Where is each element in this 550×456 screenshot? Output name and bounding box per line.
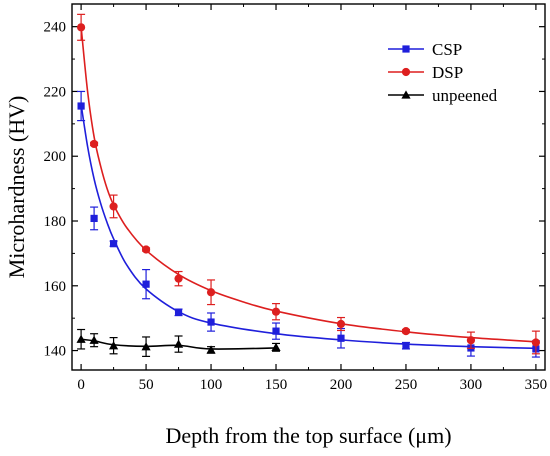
data-point-unpeened	[141, 342, 151, 351]
data-point-dsp	[89, 139, 99, 149]
legend-marker-dsp	[401, 67, 411, 77]
data-point-csp	[174, 308, 183, 316]
data-point-unpeened	[108, 341, 119, 350]
y-tick-label: 200	[44, 149, 67, 165]
data-point-dsp	[466, 336, 476, 345]
y-tick-label: 240	[44, 20, 67, 36]
data-point-csp	[402, 342, 410, 350]
data-point-unpeened	[76, 334, 86, 343]
fit-curve-csp	[80, 104, 536, 350]
x-axis-label: Depth from the top surface (μm)	[165, 423, 451, 448]
data-point-dsp	[336, 319, 346, 329]
data-point-unpeened	[89, 335, 99, 344]
data-point-dsp	[76, 23, 86, 32]
data-point-csp	[207, 318, 215, 326]
legend-label-dsp: DSP	[432, 63, 463, 82]
legend-marker-csp	[402, 45, 410, 53]
legend-label-unpeened: unpeened	[432, 86, 498, 105]
y-tick-label: 140	[44, 344, 67, 360]
x-tick-label: 350	[525, 377, 548, 393]
data-point-unpeened	[271, 342, 281, 352]
data-point-dsp	[109, 202, 118, 211]
plot-frame	[71, 3, 546, 371]
x-tick-label: 100	[200, 377, 223, 393]
data-point-dsp	[401, 327, 411, 336]
y-tick-label: 160	[44, 279, 67, 295]
x-tick-label: 50	[139, 377, 154, 393]
series-layer	[76, 13, 541, 358]
x-tick-label: 300	[460, 377, 483, 393]
data-point-csp	[142, 280, 150, 288]
data-point-csp	[337, 334, 345, 342]
legend-label-csp: CSP	[432, 40, 462, 59]
tick-layer: 0 50 100 150 200 250 300 350 140 160 180 200 220 240	[44, 4, 548, 393]
data-point-csp	[109, 240, 118, 248]
series-unpeened	[76, 328, 281, 357]
legend-marker-unpeened	[401, 90, 411, 99]
data-point-csp	[77, 102, 85, 110]
y-tick-label: 220	[44, 84, 67, 100]
legend: CSP DSP unpeened	[388, 40, 498, 105]
x-tick-label: 0	[77, 377, 85, 393]
data-point-csp	[90, 214, 98, 223]
data-point-dsp	[531, 338, 541, 347]
fit-curve-dsp	[80, 26, 536, 343]
series-dsp	[76, 13, 541, 355]
data-point-dsp	[206, 288, 216, 297]
x-tick-label: 150	[265, 377, 288, 393]
x-tick-label: 200	[330, 377, 353, 393]
x-tick-label: 250	[395, 377, 418, 393]
data-point-dsp	[141, 245, 151, 254]
data-point-csp	[272, 327, 280, 335]
data-point-unpeened	[173, 339, 184, 348]
y-axis-label: Microhardness (HV)	[4, 96, 29, 279]
data-point-unpeened	[206, 345, 216, 354]
data-point-dsp	[271, 307, 281, 316]
y-tick-label: 180	[44, 214, 67, 230]
data-point-dsp	[174, 274, 183, 283]
